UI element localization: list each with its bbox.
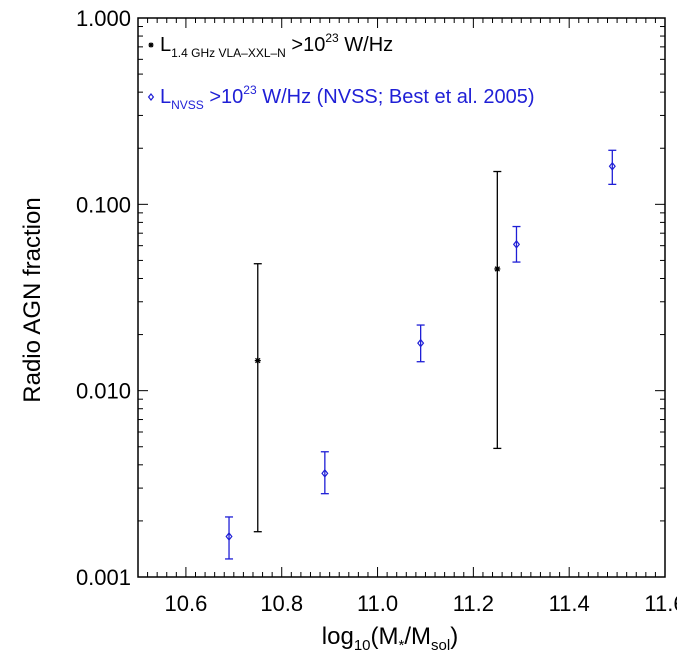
legend-label-vla: L1.4 GHz VLA–XXL–N >1023 W/Hz xyxy=(160,31,393,60)
legend-marker-diamond xyxy=(147,93,155,101)
axis-ticks xyxy=(137,18,666,578)
legend: L1.4 GHz VLA–XXL–N >1023 W/Hz LNVSS >102… xyxy=(147,31,535,112)
asterisk-stroke xyxy=(494,266,501,272)
x-tick-label: 10.6 xyxy=(164,591,207,616)
tick-labels: 10.6 10.8 11.0 11.2 11.4 11.6 0.001 0.010 0.100 1… xyxy=(76,6,677,616)
y-tick-label: 0.010 xyxy=(76,379,131,404)
x-tick-label: 11.6 xyxy=(644,591,677,616)
x-tick-label: 10.8 xyxy=(260,591,303,616)
legend-label-nvss: LNVSS >1023 W/Hz (NVSS; Best et al. 2005… xyxy=(160,83,535,112)
x-axis-title: log10(M*/Msol) xyxy=(322,623,458,650)
data-point xyxy=(320,451,329,495)
asterisk-stroke xyxy=(148,42,154,48)
data-point xyxy=(416,324,425,363)
y-tick-label: 1.000 xyxy=(76,6,131,31)
asterisk-stroke xyxy=(255,357,261,364)
data-marks xyxy=(225,149,617,560)
diamond-shape xyxy=(147,93,155,101)
x-tick-label: 11.2 xyxy=(453,591,494,616)
data-point xyxy=(253,263,262,533)
diamond-shape xyxy=(512,239,521,249)
legend-entry-vla: L1.4 GHz VLA–XXL–N >1023 W/Hz xyxy=(148,31,393,60)
series-nvss xyxy=(225,149,617,560)
y-tick-label: 0.100 xyxy=(76,192,131,217)
plot-frame xyxy=(137,17,666,578)
legend-entry-nvss: LNVSS >1023 W/Hz (NVSS; Best et al. 2005… xyxy=(147,83,535,112)
x-tick-label: 11.4 xyxy=(549,591,590,616)
x-tick-label: 11.0 xyxy=(357,591,398,616)
diamond-shape xyxy=(417,338,425,348)
data-point xyxy=(493,170,502,450)
data-point xyxy=(608,149,617,186)
diamond-shape xyxy=(608,161,616,171)
series-vla xyxy=(253,170,502,533)
data-point xyxy=(512,225,521,263)
legend-marker-asterisk xyxy=(148,42,154,48)
diamond-shape xyxy=(321,468,329,478)
y-tick-label: 0.001 xyxy=(76,565,131,590)
data-point xyxy=(225,516,234,560)
diamond-shape xyxy=(225,532,233,541)
y-axis-title: Radio AGN fraction xyxy=(19,197,46,402)
plot-border xyxy=(137,17,666,578)
